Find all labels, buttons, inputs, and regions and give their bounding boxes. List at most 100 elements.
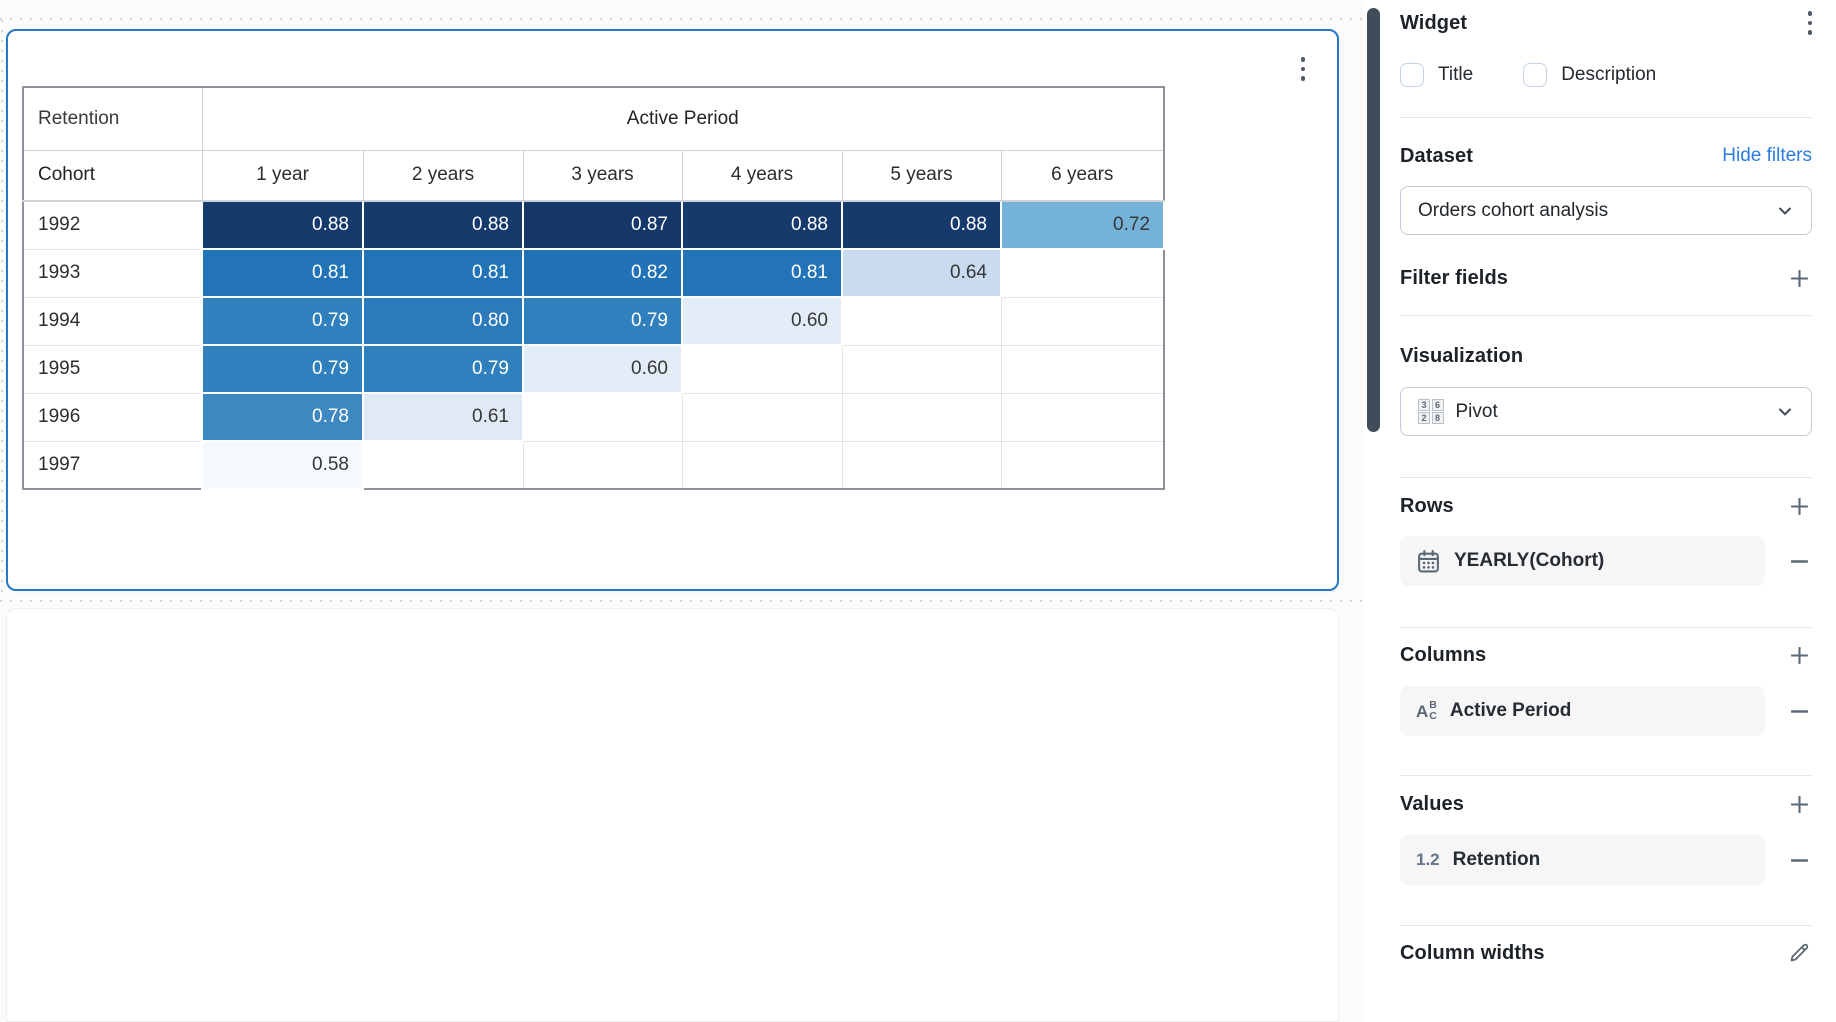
row-label: 1993 (22, 248, 203, 298)
pivot-cell[interactable]: 0.60 (522, 344, 683, 394)
columns-field-label: Active Period (1449, 700, 1572, 721)
pivot-cell[interactable]: 0.88 (681, 200, 843, 250)
dataset-select[interactable]: Orders cohort analysis (1400, 186, 1812, 235)
number-field-icon: 1.2 (1416, 850, 1440, 869)
pivot-body: 1992 0.88 0.88 0.87 0.88 0.88 0.72 1993 0.81 0.81… (22, 200, 1166, 490)
description-checkbox[interactable] (1523, 63, 1548, 87)
pivot-cell[interactable]: 0.60 (681, 296, 843, 346)
plus-icon (1790, 497, 1808, 515)
pivot-cell[interactable]: 0.72 (999, 200, 1166, 250)
pivot-cell[interactable]: 0.88 (362, 200, 524, 250)
dataset-heading: Dataset (1400, 144, 1473, 167)
pivot-visualization: Retention Active Period Cohort 1 year 2 … (22, 86, 1166, 490)
remove-row-field-button[interactable] (1786, 548, 1812, 574)
pivot-cell[interactable]: 0.88 (841, 200, 1002, 250)
pivot-cell[interactable]: 0.81 (681, 248, 843, 298)
widget-card-secondary[interactable] (6, 608, 1339, 1022)
chevron-down-icon (1779, 207, 1791, 214)
add-filter-button[interactable] (1786, 265, 1812, 291)
divider (1400, 627, 1812, 628)
pivot-cell[interactable] (1000, 248, 1165, 298)
grid-dotted-line (0, 600, 1363, 602)
pivot-cell[interactable] (1000, 344, 1165, 394)
divider (1400, 315, 1812, 316)
pivot-cell[interactable] (1000, 392, 1165, 442)
add-row-field-button[interactable] (1786, 493, 1812, 519)
remove-column-field-button[interactable] (1786, 698, 1812, 724)
dataset-selected-value: Orders cohort analysis (1418, 199, 1609, 221)
pivot-cell[interactable]: 0.79 (522, 296, 683, 346)
rows-heading: Rows (1400, 494, 1454, 517)
pivot-cell[interactable] (841, 296, 1002, 346)
pivot-cell[interactable]: 0.78 (201, 392, 364, 442)
add-value-field-button[interactable] (1786, 791, 1812, 817)
pivot-cell[interactable]: 0.79 (201, 344, 364, 394)
row-label: 1996 (22, 392, 203, 442)
divider (1400, 925, 1812, 926)
plus-icon (1790, 646, 1808, 664)
filter-fields-heading: Filter fields (1400, 266, 1508, 289)
calendar-icon (1418, 549, 1439, 572)
pivot-cell[interactable]: 0.79 (362, 344, 524, 394)
columns-field-chip[interactable]: A B C Active Period (1400, 686, 1765, 736)
pivot-cell[interactable]: 0.88 (201, 200, 364, 250)
pivot-cell[interactable]: 0.81 (362, 248, 524, 298)
hide-filters-link[interactable]: Hide filters (1722, 145, 1812, 166)
pivot-cell[interactable] (681, 440, 843, 490)
values-field-chip[interactable]: 1.2 Retention (1400, 835, 1765, 885)
column-header: 6 years (1000, 149, 1165, 202)
pivot-cell[interactable] (841, 392, 1002, 442)
add-column-field-button[interactable] (1786, 642, 1812, 668)
widget-kebab-menu-icon[interactable] (1300, 57, 1305, 81)
title-checkbox[interactable] (1400, 63, 1424, 87)
table-row: 1996 0.78 0.61 (22, 392, 1165, 442)
canvas-scrollbar-thumb[interactable] (1367, 8, 1380, 432)
settings-sidebar: Widget Title Description Dataset Hide fi… (1381, 0, 1836, 1022)
panel-title: Widget (1400, 11, 1468, 34)
table-row: 1993 0.81 0.81 0.82 0.81 0.64 (22, 248, 1165, 298)
pivot-cell[interactable] (1000, 440, 1165, 490)
panel-kebab-menu-icon[interactable] (1807, 11, 1812, 35)
pivot-cell[interactable] (1000, 296, 1165, 346)
edit-column-widths-button[interactable] (1786, 940, 1812, 966)
column-header: 4 years (681, 149, 843, 202)
table-row: 1994 0.79 0.80 0.79 0.60 (22, 296, 1165, 346)
chevron-down-icon (1779, 408, 1791, 415)
widget-card-selected[interactable]: Retention Active Period Cohort 1 year 2 … (6, 29, 1339, 591)
pivot-cell[interactable]: 0.64 (841, 248, 1002, 298)
table-row: 1997 0.58 (22, 440, 1165, 490)
pivot-cell[interactable] (522, 440, 683, 490)
pencil-icon (1790, 943, 1809, 962)
pivot-cell[interactable] (362, 440, 524, 490)
pivot-cell[interactable]: 0.81 (201, 248, 364, 298)
visualization-heading: Visualization (1400, 344, 1524, 367)
divider (1400, 775, 1812, 776)
pivot-cell[interactable]: 0.79 (201, 296, 364, 346)
row-label: 1997 (22, 440, 203, 490)
column-group-header: Active Period (201, 86, 1165, 151)
pivot-cell[interactable] (841, 440, 1002, 490)
visualization-select[interactable]: 3 6 2 8 Pivot (1400, 387, 1812, 436)
table-row: 1995 0.79 0.79 0.60 (22, 344, 1165, 394)
pivot-cell[interactable]: 0.82 (522, 248, 683, 298)
pivot-cell[interactable]: 0.58 (201, 440, 364, 490)
rows-field-chip[interactable]: YEARLY(Cohort) (1400, 536, 1765, 586)
values-field-label: Retention (1452, 849, 1541, 870)
pivot-cell[interactable] (681, 392, 843, 442)
pivot-cell[interactable]: 0.61 (362, 392, 524, 442)
row-label: 1992 (22, 200, 203, 250)
remove-value-field-button[interactable] (1786, 847, 1812, 873)
pivot-table: Retention Active Period Cohort 1 year 2 … (22, 86, 1166, 490)
column-header: 5 years (841, 149, 1002, 202)
pivot-cell[interactable]: 0.87 (522, 200, 683, 250)
measure-label: Retention (22, 86, 203, 151)
pivot-cell[interactable] (522, 392, 683, 442)
pivot-cell[interactable] (841, 344, 1002, 394)
pivot-cell[interactable] (681, 344, 843, 394)
minus-icon (1790, 858, 1808, 862)
table-row: 1992 0.88 0.88 0.87 0.88 0.88 0.72 (22, 200, 1166, 250)
visualization-selected-value: Pivot (1455, 400, 1498, 422)
pivot-cell[interactable]: 0.80 (362, 296, 524, 346)
minus-icon (1790, 559, 1808, 563)
